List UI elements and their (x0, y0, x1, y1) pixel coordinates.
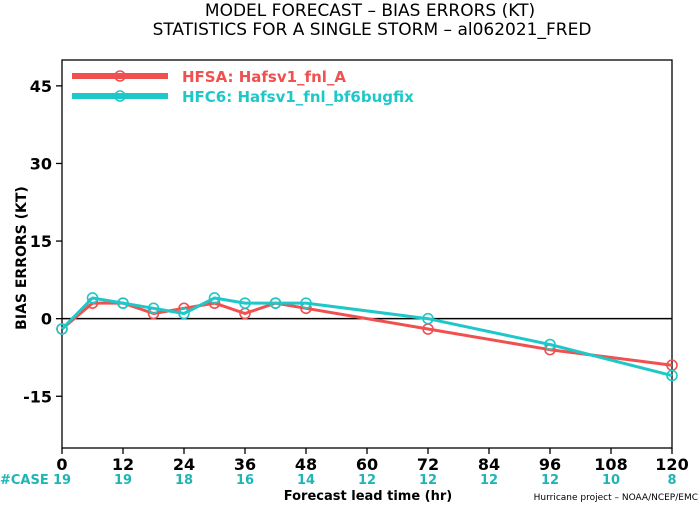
data-point (86, 292, 99, 304)
data-point (208, 292, 221, 304)
x-tick-label: 96 (539, 455, 561, 474)
x-tick-label: 48 (295, 455, 317, 474)
case-count: 19 (53, 473, 71, 488)
legend-label: HFSA: Hafsv1_fnl_A (182, 68, 346, 86)
data-point (666, 369, 678, 382)
data-point (269, 297, 282, 309)
chart-subtitle: STATISTICS FOR A SINGLE STORM – al062021… (153, 20, 592, 40)
y-tick-label: 0 (41, 310, 52, 329)
x-tick-label: 36 (234, 455, 256, 474)
x-tick-label: 12 (112, 455, 134, 474)
x-tick-label: 72 (417, 455, 439, 474)
y-tick-label: 15 (30, 232, 52, 251)
legend-marker (114, 90, 126, 102)
data-point (239, 297, 251, 309)
x-axis-label: Forecast lead time (hr) (284, 489, 452, 504)
data-point (300, 297, 312, 309)
data-point (56, 323, 68, 335)
plot-area: 4530150-15019121924183616481460127212841… (23, 59, 689, 488)
y-tick-label: 30 (30, 154, 52, 173)
y-axis-label: BIAS ERRORS (KT) (14, 186, 30, 330)
case-count: 12 (358, 473, 376, 488)
y-tick-label: -15 (23, 387, 52, 406)
data-point (147, 302, 160, 315)
chart-title: MODEL FORECAST – BIAS ERRORS (KT) (205, 1, 535, 21)
data-point (422, 312, 434, 325)
x-tick-label: 84 (478, 455, 500, 474)
case-count: 16 (236, 473, 254, 488)
x-tick-label: 60 (356, 455, 378, 474)
y-tick-label: 45 (30, 77, 52, 96)
case-count: 12 (419, 473, 437, 488)
case-count: 12 (541, 473, 559, 488)
case-count: 14 (297, 473, 315, 488)
series-line (60, 296, 673, 378)
case-count: 12 (480, 473, 498, 488)
plot-frame (61, 59, 673, 449)
series-line (61, 301, 673, 367)
case-label: #CASE (0, 473, 49, 488)
x-tick-label: 24 (173, 455, 195, 474)
case-count: 8 (667, 473, 676, 488)
x-tick-label: 0 (56, 455, 67, 474)
x-tick-label: 120 (655, 455, 688, 474)
case-count: 10 (602, 473, 620, 488)
x-tick-label: 108 (594, 455, 627, 474)
legend-label: HFC6: Hafsv1_fnl_bf6bugfix (182, 88, 414, 106)
data-point (178, 307, 190, 320)
case-count: 19 (114, 473, 132, 488)
credit-text: Hurricane project – NOAA/NCEP/EMC (534, 493, 698, 503)
legend-marker (114, 70, 126, 82)
data-point (117, 297, 129, 309)
case-count: 18 (175, 473, 193, 488)
data-point (544, 338, 556, 351)
